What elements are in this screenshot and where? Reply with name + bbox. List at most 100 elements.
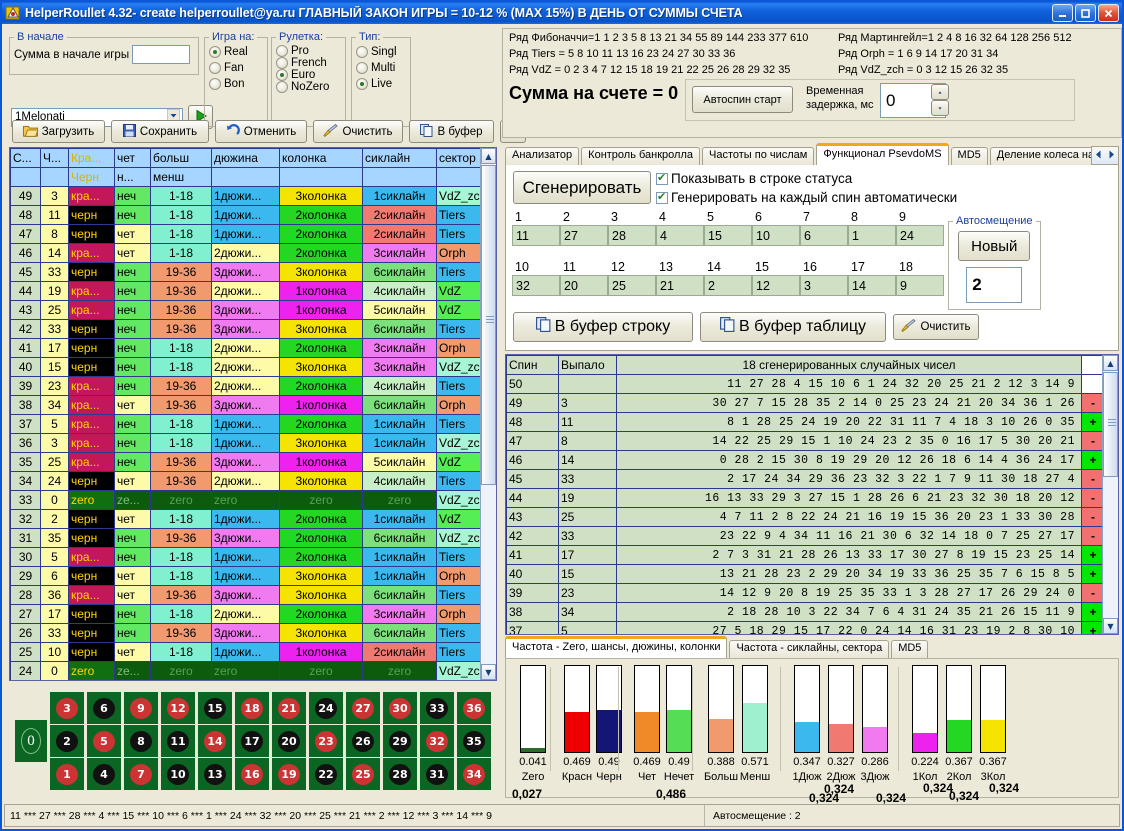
results-th-mark[interactable] xyxy=(1081,355,1105,375)
copy-row-button[interactable]: В буфер строку xyxy=(513,312,693,342)
board-cell[interactable]: 2 xyxy=(50,725,84,757)
table-row[interactable]: 41 17 2 7 3 31 21 28 26 13 33 17 30 27 8 … xyxy=(506,545,1105,565)
board-cell[interactable]: 16 xyxy=(235,758,269,790)
delay-spinner-down[interactable] xyxy=(931,100,949,116)
table-row[interactable]: 28 36 кра... чет 19-36 3дюжи... 3колонка 6сикла… xyxy=(10,585,496,605)
generated-number-cell[interactable]: 27 xyxy=(560,225,608,246)
tab-частоты-по-числам[interactable]: Частоты по числам xyxy=(702,147,815,165)
autospin-start-button[interactable]: Автоспин старт xyxy=(692,86,793,113)
generated-values-row-1[interactable]: 11 27 28 4 15 10 6 1 24 xyxy=(512,225,944,246)
freq-tab[interactable]: Частота - Zero, шансы, дюжины, колонки xyxy=(505,636,728,658)
board-cell[interactable]: 9 xyxy=(124,692,158,724)
board-cell[interactable]: 10 xyxy=(161,758,195,790)
scroll-thumb[interactable] xyxy=(1103,372,1118,477)
radio-nozero[interactable]: NoZero xyxy=(276,81,341,93)
generated-number-cell[interactable]: 21 xyxy=(656,275,704,296)
generated-number-cell[interactable]: 32 xyxy=(512,275,560,296)
radio-live[interactable]: Live xyxy=(356,78,406,90)
radio-singl[interactable]: Singl xyxy=(356,46,406,58)
generated-number-cell[interactable]: 9 xyxy=(896,275,944,296)
radio-multi[interactable]: Multi xyxy=(356,62,406,74)
generated-number-cell[interactable]: 28 xyxy=(608,225,656,246)
table-row[interactable]: 29 6 черн чет 1-18 1дюжи... 3колонка 1сиклайн Or… xyxy=(10,566,496,586)
save-button[interactable]: Сохранить xyxy=(111,120,209,143)
board-cell[interactable]: 13 xyxy=(198,758,232,790)
board-cell[interactable]: 20 xyxy=(272,725,306,757)
radio-euro[interactable]: Euro xyxy=(276,69,341,81)
generate-button[interactable]: Сгенерировать xyxy=(513,171,651,204)
results-th-spin[interactable]: Спин xyxy=(506,355,559,375)
generated-number-cell[interactable]: 25 xyxy=(608,275,656,296)
board-cell[interactable]: 19 xyxy=(272,758,306,790)
freq-tab[interactable]: Частота - сиклайны, сектора xyxy=(729,640,890,658)
generated-number-cell[interactable]: 11 xyxy=(512,225,560,246)
th-half[interactable]: больш xyxy=(150,148,212,168)
th-column[interactable]: колонка xyxy=(279,148,363,168)
table-row[interactable]: 2321кра...неч19-362дюжи...3колонка4сикла… xyxy=(11,681,498,682)
th-parity[interactable]: чет xyxy=(114,148,151,168)
generated-number-cell[interactable]: 20 xyxy=(560,275,608,296)
results-th-numbers[interactable]: 18 сгенерированных случайных чисел xyxy=(616,355,1082,375)
radio-real[interactable]: Real xyxy=(209,46,263,58)
minimize-button[interactable] xyxy=(1052,4,1073,22)
generator-clear-button[interactable]: Очистить xyxy=(893,314,979,340)
delay-spinner-up[interactable] xyxy=(931,84,949,100)
undo-button[interactable]: Отменить xyxy=(215,120,307,143)
board-cell[interactable]: 12 xyxy=(161,692,195,724)
roulette-board[interactable]: 0 3 6 9 12 15 18 21 24 27 30 33 36 2 5 8 11 14 17 20 23 26 2… xyxy=(9,686,497,798)
board-cell[interactable]: 25 xyxy=(346,758,380,790)
board-cell[interactable]: 3 xyxy=(50,692,84,724)
table-row[interactable]: 30 5 кра... неч 1-18 1дюжи... 2колонка 1сиклайн… xyxy=(10,547,496,567)
th-color[interactable]: Кра... xyxy=(68,148,115,168)
board-cell[interactable]: 5 xyxy=(87,725,121,757)
table-row[interactable]: 47 8 14 22 25 29 15 1 10 24 23 2 35 0 16 1… xyxy=(506,431,1105,451)
table-row[interactable]: 40 15 черн неч 1-18 2дюжи... 3колонка 3сиклайн V… xyxy=(10,357,496,377)
table-row[interactable]: 40 15 13 21 28 23 2 29 20 34 19 33 36 25 3… xyxy=(506,564,1105,584)
table-row[interactable]: 43 25 кра... неч 19-36 3дюжи... 1колонка 5сикла… xyxy=(10,300,496,320)
table-row[interactable]: 44 19 кра... неч 19-36 2дюжи... 1колонка 4сикла… xyxy=(10,281,496,301)
table-row[interactable]: 37 5 27 5 18 29 15 17 22 0 24 14 16 31 23 … xyxy=(506,621,1105,634)
radio-bon[interactable]: Bon xyxy=(209,78,263,90)
radio-french[interactable]: French xyxy=(276,57,341,69)
autoshift-new-button[interactable]: Новый xyxy=(958,231,1031,261)
table-row[interactable]: 43 25 4 7 11 2 8 22 24 21 16 19 15 36 20 … xyxy=(506,507,1105,527)
table-row[interactable]: 41 17 черн неч 1-18 2дюжи... 2колонка 3сиклайн O… xyxy=(10,338,496,358)
table-row[interactable]: 39 23 14 12 9 20 8 19 25 35 33 1 3 28 27 1… xyxy=(506,583,1105,603)
generated-number-cell[interactable]: 15 xyxy=(704,225,752,246)
tab-scroll-right-icon[interactable] xyxy=(1108,150,1115,162)
generated-number-cell[interactable]: 14 xyxy=(848,275,896,296)
board-cell[interactable]: 34 xyxy=(457,758,491,790)
table-row[interactable]: 46 14 0 28 2 15 30 8 19 29 20 12 26 18 6 … xyxy=(506,450,1105,470)
board-cell[interactable]: 4 xyxy=(87,758,121,790)
board-cell[interactable]: 28 xyxy=(383,758,417,790)
table-row[interactable]: 49 3 кра... неч 1-18 1дюжи... 3колонка 1сиклайн… xyxy=(10,186,496,206)
table-row[interactable]: 33 0 zero ze... zero zero zero zero VdZ_zch xyxy=(10,490,496,510)
tab-деление-колеса-на[interactable]: Деление колеса на xyxy=(989,147,1102,165)
board-cell[interactable]: 35 xyxy=(457,725,491,757)
board-cell[interactable]: 1 xyxy=(50,758,84,790)
board-cell[interactable]: 8 xyxy=(124,725,158,757)
table-row[interactable]: 36 3 кра... неч 1-18 1дюжи... 3колонка 1сиклайн… xyxy=(10,433,496,453)
board-cell[interactable]: 23 xyxy=(309,725,343,757)
board-cell[interactable]: 33 xyxy=(420,692,454,724)
th-number[interactable]: Ч... xyxy=(40,148,69,168)
generated-number-cell[interactable]: 4 xyxy=(656,225,704,246)
generated-number-cell[interactable]: 12 xyxy=(752,275,800,296)
scroll-up-icon[interactable]: ▲ xyxy=(1103,355,1118,371)
checkbox-show-status[interactable]: Показывать в строке статуса xyxy=(656,171,852,186)
table-row[interactable]: 46 14 кра... чет 1-18 2дюжи... 2колонка 3сиклай… xyxy=(10,243,496,263)
radio-fan[interactable]: Fan xyxy=(209,62,263,74)
table-row[interactable]: 39 23 кра... неч 19-36 2дюжи... 2колонка 4сикла… xyxy=(10,376,496,396)
board-cell[interactable]: 6 xyxy=(87,692,121,724)
table-row[interactable]: 42 33 черн неч 19-36 3дюжи... 3колонка 6сиклайн… xyxy=(10,319,496,339)
table-row[interactable]: 24 0 zero ze... zero zero zero zero VdZ_zch xyxy=(10,661,496,680)
table-row[interactable]: 48 11 черн неч 1-18 1дюжи... 2колонка 2сиклайн T… xyxy=(10,205,496,225)
start-sum-input[interactable] xyxy=(132,45,191,64)
generated-values-row-2[interactable]: 32 20 25 21 2 12 3 14 9 xyxy=(512,275,944,296)
table-row[interactable]: 44 19 16 13 33 29 3 27 15 1 28 26 6 21 23 … xyxy=(506,488,1105,508)
copy-table-button[interactable]: В буфер таблицу xyxy=(700,312,886,342)
th-spin[interactable]: С... xyxy=(10,148,41,168)
table-row[interactable]: 37 5 кра... неч 1-18 1дюжи... 2колонка 1сиклайн… xyxy=(10,414,496,434)
radio-pro[interactable]: Pro xyxy=(276,45,341,57)
generated-number-cell[interactable]: 6 xyxy=(800,225,848,246)
